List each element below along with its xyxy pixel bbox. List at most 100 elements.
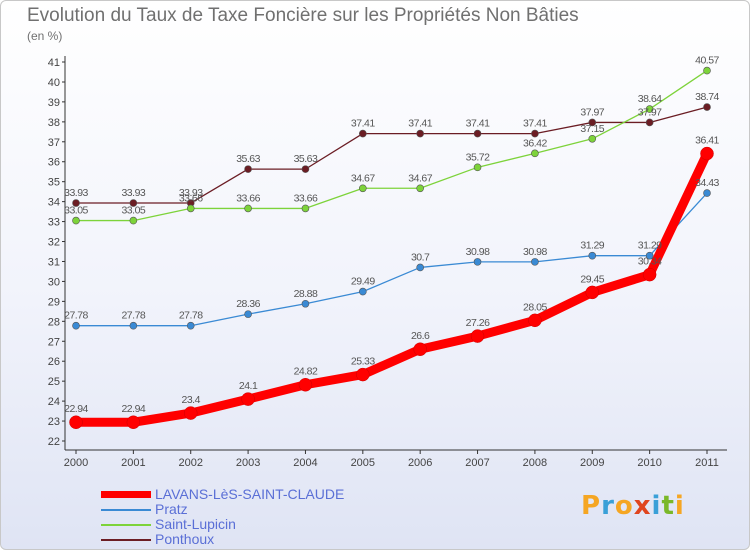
data-label-ponthoux: 37.97: [580, 106, 604, 118]
x-tick-label: 2006: [408, 457, 432, 469]
data-label-pratz: 27.78: [64, 310, 88, 322]
data-label-saint-lupicin: 38.64: [638, 93, 662, 105]
y-tick-label: 24: [48, 396, 60, 408]
data-point-ponthoux: [301, 165, 310, 173]
legend-swatch-saint-lupicin: [101, 524, 151, 526]
data-point-lavans: [356, 367, 370, 382]
legend-swatch-ponthoux: [101, 539, 151, 541]
data-point-saint-lupicin: [244, 204, 252, 213]
data-point-lavans: [126, 415, 141, 429]
data-label-saint-lupicin: 34.67: [408, 172, 432, 184]
data-point-pratz: [359, 287, 367, 296]
data-point-pratz: [416, 263, 424, 272]
series-line-lavans: [71, 149, 712, 427]
data-point-ponthoux: [703, 103, 711, 111]
data-point-lavans: [413, 342, 427, 356]
legend-label-pratz: Pratz: [155, 501, 188, 517]
x-tick-label: 2000: [64, 457, 88, 469]
series-line-saint-lupicin: [75, 69, 708, 222]
data-label-lavans: 28.05: [523, 301, 547, 313]
data-label-pratz: 28.36: [236, 298, 260, 310]
y-tick-label: 34: [48, 197, 60, 209]
series-line-ponthoux: [75, 106, 708, 204]
data-label-ponthoux: 35.63: [236, 153, 260, 165]
data-label-lavans: 27.26: [466, 317, 490, 329]
data-label-lavans: 24.1: [239, 380, 258, 392]
data-label-pratz: 31.29: [580, 240, 604, 252]
data-label-ponthoux: 37.97: [638, 106, 662, 118]
data-point-lavans: [298, 377, 313, 392]
data-label-saint-lupicin: 36.42: [523, 137, 547, 149]
y-tick-label: 25: [48, 376, 60, 388]
data-label-ponthoux: 37.41: [466, 118, 490, 130]
x-tick-label: 2009: [580, 457, 604, 469]
data-point-saint-lupicin: [72, 216, 80, 225]
data-point-lavans: [183, 406, 198, 420]
data-point-lavans: [241, 392, 255, 406]
data-point-saint-lupicin: [645, 105, 654, 113]
data-label-ponthoux: 37.41: [351, 118, 375, 130]
data-point-pratz: [473, 258, 482, 266]
data-point-lavans: [642, 267, 657, 282]
chart-unit: (en %): [27, 29, 63, 43]
data-label-ponthoux: 33.93: [121, 187, 145, 199]
x-tick-label: 2003: [236, 457, 260, 469]
data-point-saint-lupicin: [531, 149, 539, 158]
y-tick-label: 36: [48, 157, 60, 169]
data-label-lavans: 23.4: [182, 394, 201, 406]
data-point-pratz: [645, 251, 654, 260]
y-tick-label: 30: [48, 276, 60, 288]
y-tick-label: 40: [48, 77, 60, 89]
data-label-ponthoux: 33.93: [179, 187, 203, 199]
x-tick-label: 2001: [121, 457, 145, 469]
y-tick-label: 32: [48, 237, 60, 249]
data-label-saint-lupicin: 33.66: [236, 192, 260, 204]
data-label-saint-lupicin: 33.05: [121, 205, 145, 217]
data-label-saint-lupicin: 40.57: [695, 55, 719, 67]
data-label-lavans: 24.82: [294, 366, 318, 378]
data-label-lavans: 26.6: [411, 330, 430, 342]
data-label-saint-lupicin: 33.66: [179, 192, 203, 204]
data-label-lavans: 36.41: [695, 135, 719, 147]
data-point-saint-lupicin: [588, 134, 597, 143]
x-tick-label: 2011: [695, 457, 719, 469]
y-tick-label: 28: [48, 316, 60, 328]
data-point-saint-lupicin: [129, 216, 138, 225]
data-point-lavans: [585, 285, 600, 300]
data-label-ponthoux: 38.74: [695, 91, 719, 103]
y-tick-label: 27: [48, 336, 60, 348]
data-point-pratz: [301, 299, 310, 308]
data-label-saint-lupicin: 33.66: [294, 192, 318, 204]
data-label-pratz: 30.98: [466, 246, 490, 258]
data-point-ponthoux: [645, 118, 654, 127]
data-label-pratz: 27.78: [179, 310, 203, 322]
series-line-pratz: [75, 192, 708, 327]
data-point-saint-lupicin: [703, 66, 711, 75]
data-label-ponthoux: 37.41: [523, 118, 547, 130]
data-label-pratz: 28.88: [294, 288, 318, 300]
x-tick-label: 2004: [293, 457, 317, 469]
data-label-saint-lupicin: 34.67: [351, 172, 375, 184]
legend-swatch-lavans: [101, 491, 151, 498]
data-point-ponthoux: [244, 165, 252, 173]
y-tick-label: 31: [48, 256, 60, 268]
data-point-saint-lupicin: [473, 163, 482, 172]
x-tick-label: 2007: [465, 457, 489, 469]
data-label-pratz: 30.7: [411, 251, 430, 263]
data-label-pratz: 27.78: [121, 310, 145, 322]
legend-label-ponthoux: Ponthoux: [155, 531, 215, 547]
x-tick-label: 2008: [523, 457, 547, 469]
data-label-pratz: 31.29: [638, 240, 662, 252]
data-label-lavans: 22.94: [121, 403, 145, 415]
data-point-pratz: [186, 321, 195, 330]
data-label-lavans: 29.45: [580, 273, 604, 285]
data-label-lavans: 22.94: [64, 403, 88, 415]
y-tick-label: 33: [48, 217, 60, 229]
data-point-lavans: [700, 146, 714, 161]
data-point-saint-lupicin: [359, 184, 367, 193]
y-tick-label: 35: [48, 177, 60, 189]
data-label-saint-lupicin: 35.72: [466, 151, 490, 163]
data-point-lavans: [470, 329, 485, 343]
data-label-pratz: 34.43: [695, 177, 719, 189]
legend-label-lavans: LAVANS-LèS-SAINT-CLAUDE: [155, 486, 345, 502]
